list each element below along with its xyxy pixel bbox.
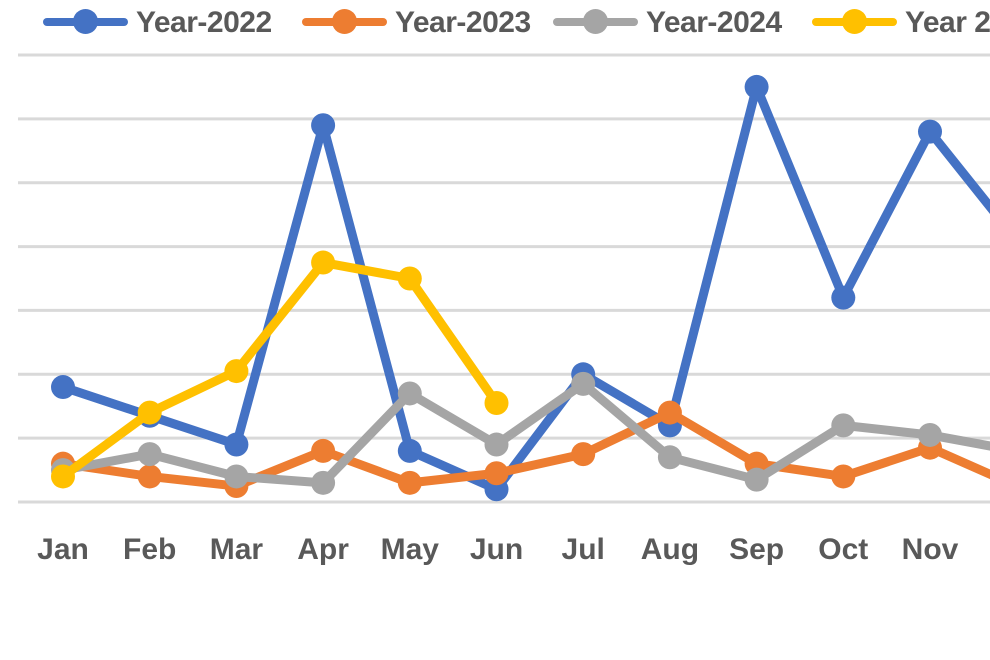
data-point-marker [918, 422, 942, 447]
legend-label: Year 2 [905, 6, 990, 39]
data-point-marker [831, 285, 856, 310]
x-axis-label-nov: Nov [901, 533, 959, 566]
data-point-marker [484, 432, 509, 457]
series-line [58, 258, 501, 481]
series-line [58, 408, 990, 491]
x-axis: Jan Feb Mar Apr May Jun Jul Aug Sep Oct … [0, 531, 990, 571]
data-point-marker [397, 266, 422, 291]
data-point-marker [744, 74, 769, 99]
data-point-marker [224, 464, 249, 489]
data-point-marker [51, 464, 75, 489]
data-point-marker [397, 438, 422, 463]
data-point-marker [397, 381, 422, 406]
legend-marker-icon [302, 0, 387, 46]
data-point-marker [224, 359, 249, 384]
series-year-2 [51, 250, 509, 489]
data-point-marker [137, 464, 162, 489]
data-point-marker [224, 432, 249, 457]
x-axis-label-sep: Sep [729, 533, 785, 566]
data-point-marker [831, 413, 856, 438]
legend-item-year-2024: Year-2024 [553, 0, 782, 46]
data-point-marker [311, 113, 336, 138]
data-point-marker [51, 375, 75, 400]
x-axis-label-aug: Aug [640, 533, 700, 566]
legend-marker-icon [43, 0, 128, 46]
data-point-marker [744, 467, 769, 492]
data-point-marker [311, 470, 336, 495]
x-axis-label-may: May [380, 533, 439, 566]
data-point-marker [484, 461, 509, 486]
x-axis-label-oct: Oct [818, 533, 869, 566]
data-point-marker [571, 442, 596, 467]
legend-label: Year-2022 [136, 6, 272, 39]
data-point-marker [137, 442, 162, 467]
data-point-marker [657, 445, 682, 470]
data-point-marker [657, 400, 682, 425]
x-axis-label-mar: Mar [209, 533, 264, 566]
chart-legend: Year-2022 Year-2023 Year-2024 Year 2 [0, 0, 990, 46]
legend-marker-icon [553, 0, 638, 46]
legend-label: Year-2023 [395, 6, 531, 39]
legend-item-year-2025-truncated: Year 2 [812, 0, 990, 46]
data-point-marker [831, 464, 856, 489]
x-axis-label-jul: Jul [561, 533, 605, 566]
data-point-marker [571, 371, 596, 396]
legend-marker-icon [812, 0, 897, 46]
series-line [58, 82, 990, 494]
x-axis-label-jan: Jan [37, 533, 89, 566]
legend-item-year-2022: Year-2022 [43, 0, 272, 46]
data-point-marker [311, 438, 336, 463]
data-point-marker [918, 119, 942, 144]
series-line [58, 379, 990, 488]
x-axis-label-apr: Apr [297, 533, 349, 566]
x-axis-label-feb: Feb [123, 533, 177, 566]
data-point-marker [137, 400, 162, 425]
legend-label: Year-2024 [646, 6, 782, 39]
x-axis-label-jun: Jun [469, 533, 524, 566]
data-point-marker [484, 391, 509, 416]
data-point-marker [397, 470, 422, 495]
legend-item-year-2023: Year-2023 [302, 0, 531, 46]
data-point-marker [311, 250, 336, 275]
